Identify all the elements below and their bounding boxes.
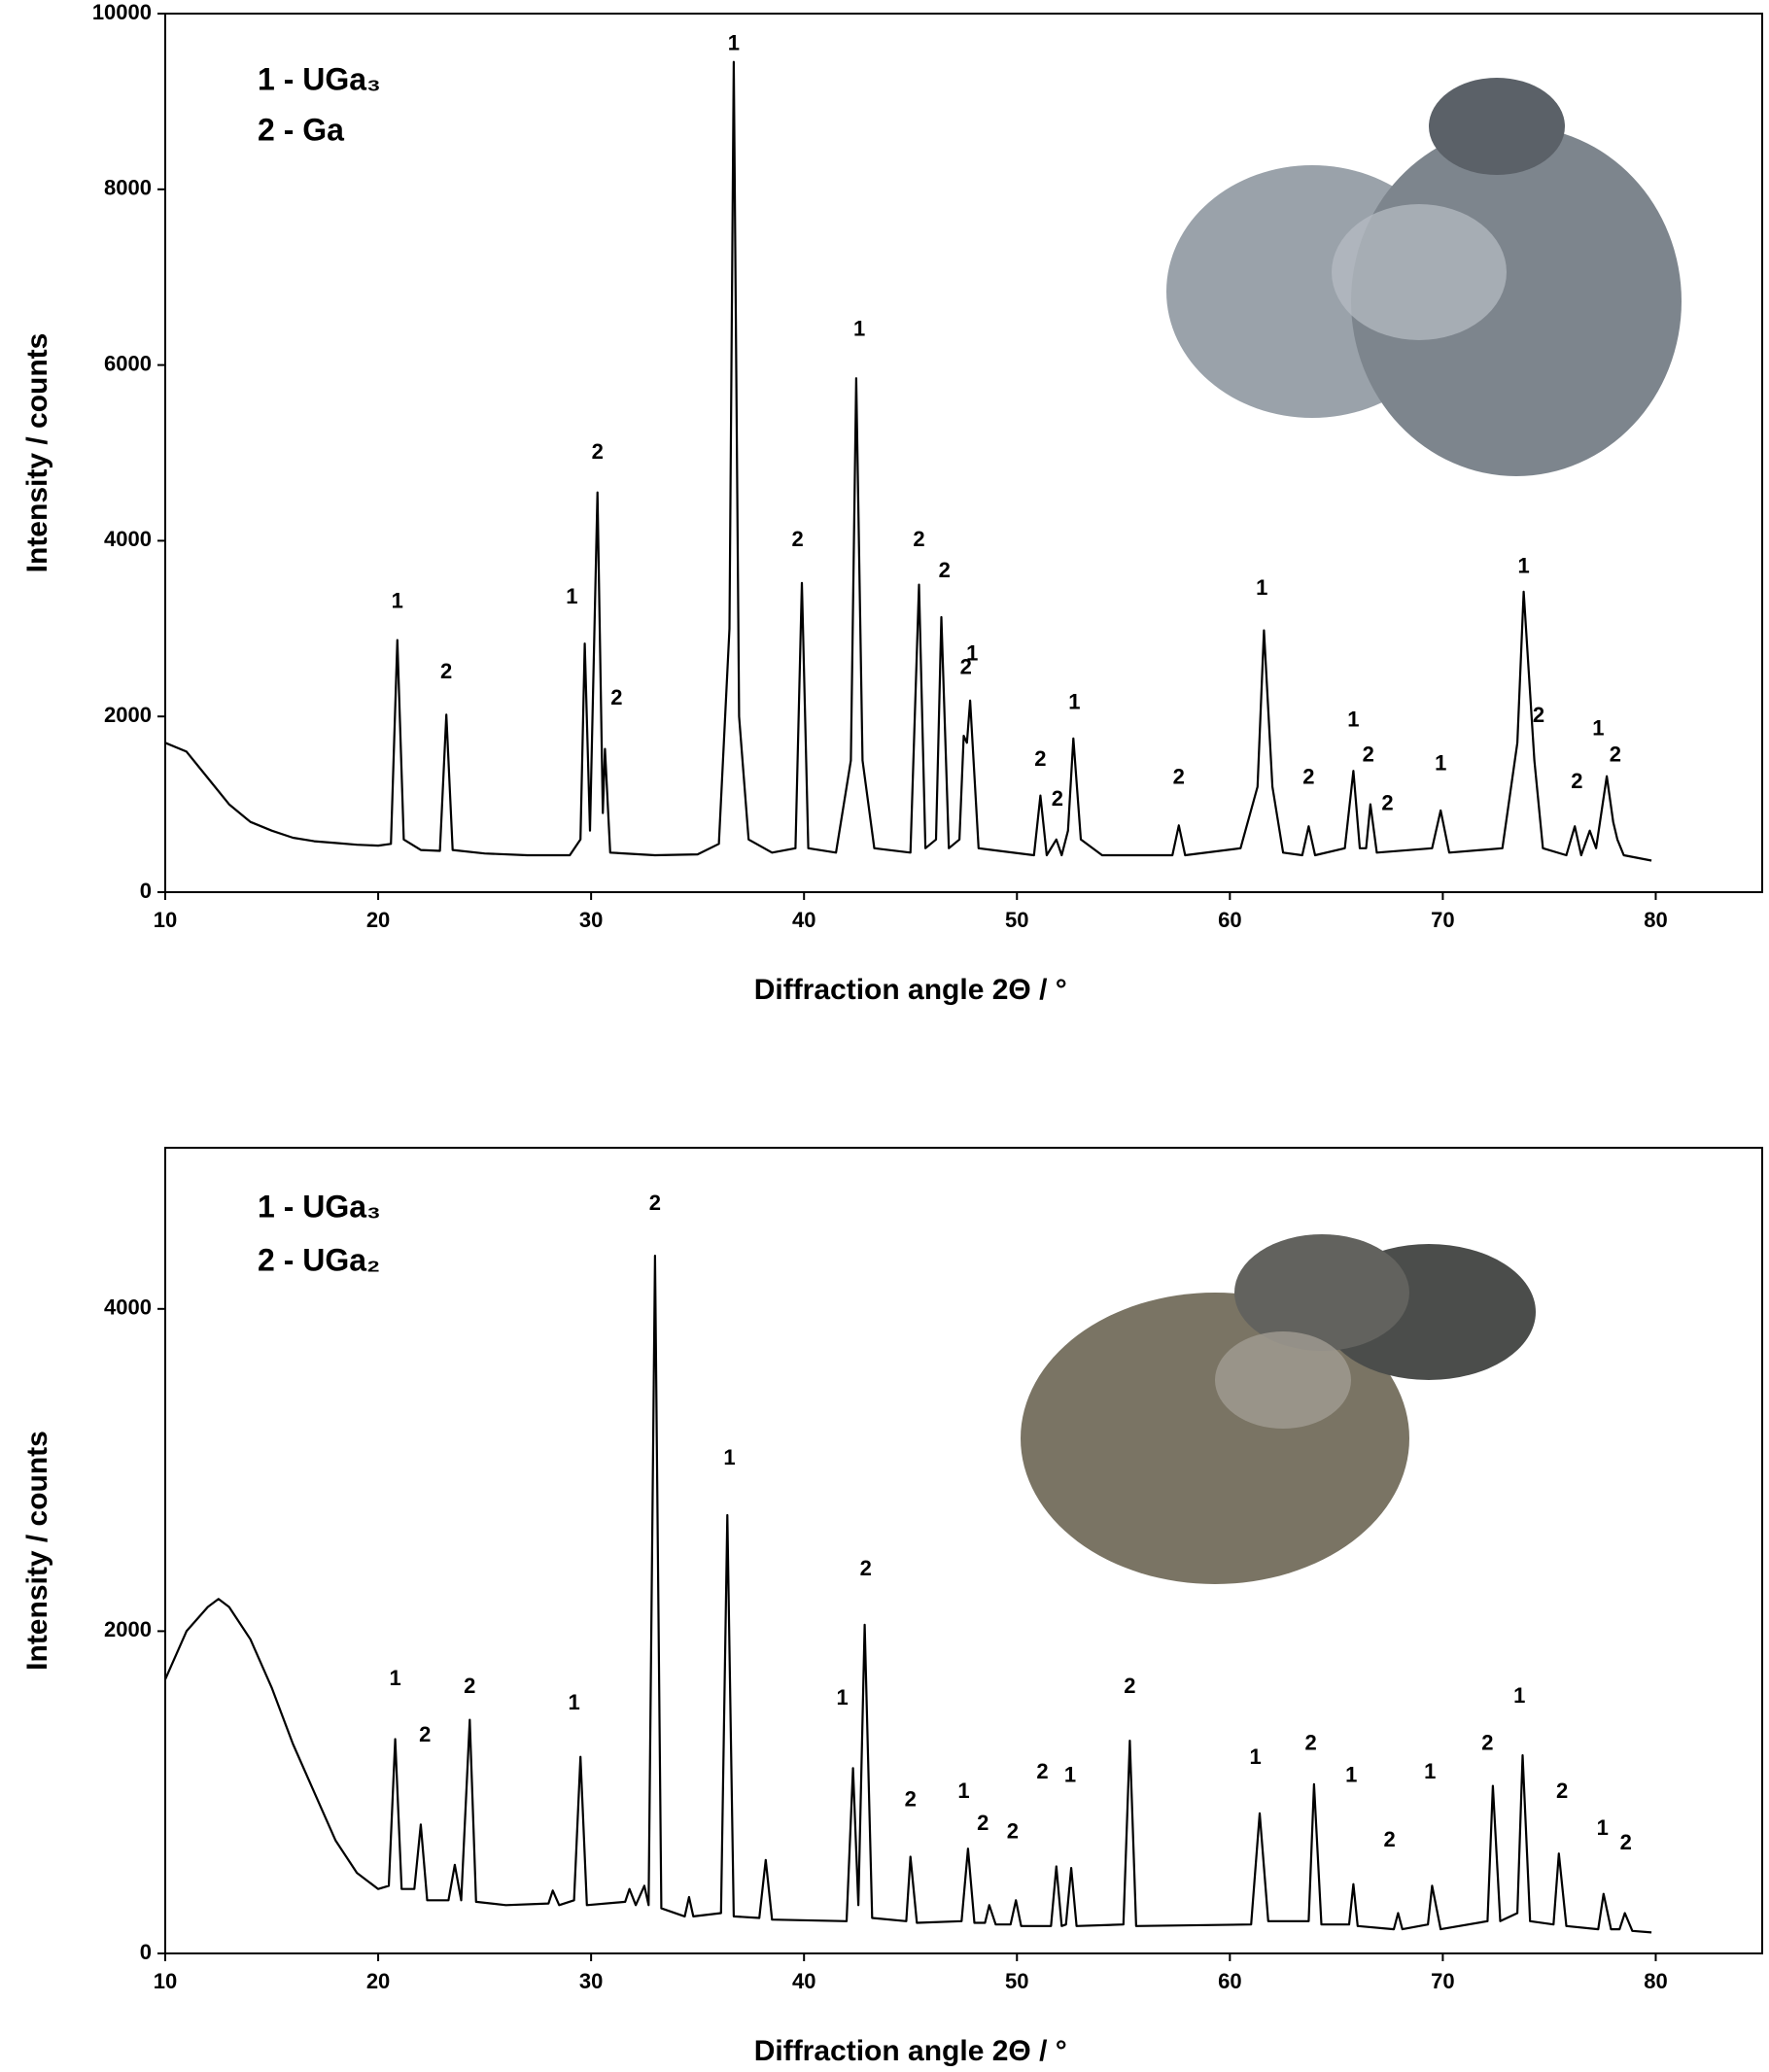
x-tick-label: 70: [1431, 1969, 1454, 1993]
x-axis-label: Diffraction angle 2Θ / °: [754, 2035, 1067, 2067]
peak-label: 1: [1249, 1744, 1261, 1769]
peak-label: 1: [723, 1445, 735, 1469]
peak-label: 1: [1064, 1762, 1076, 1786]
peak-label: 2: [592, 439, 604, 464]
peak-label: 2: [440, 659, 452, 683]
sample-photo: [1021, 1234, 1536, 1584]
peak-label: 2: [1533, 703, 1544, 727]
peak-label: 2: [1007, 1818, 1019, 1843]
peak-label: 1: [1424, 1759, 1436, 1783]
y-tick-label: 0: [140, 879, 152, 903]
peak-label: 1: [1345, 1762, 1357, 1786]
peak-label: 1: [837, 1685, 849, 1709]
y-tick-label: 4000: [104, 1295, 152, 1320]
peak-label: 2: [1556, 1778, 1568, 1803]
y-axis-label: Intensity / counts: [21, 1431, 53, 1671]
peak-label: 2: [792, 527, 804, 551]
peak-label: 2: [1381, 790, 1393, 814]
peak-label: 1: [1068, 689, 1080, 713]
legend-entry: 2 - UGa₂: [258, 1242, 380, 1277]
x-tick-label: 10: [154, 1969, 177, 1993]
peak-label: 2: [1363, 742, 1374, 767]
legend-entry: 1 - UGa₃: [258, 1189, 381, 1224]
peak-label: 2: [1302, 764, 1314, 788]
peak-label: 2: [977, 1811, 989, 1835]
y-tick-label: 2000: [104, 1617, 152, 1641]
peak-label: 1: [1435, 751, 1446, 776]
legend-entry: 1 - UGa₃: [258, 61, 381, 96]
peak-label: 2: [860, 1556, 872, 1580]
x-tick-label: 80: [1644, 1969, 1667, 1993]
y-tick-label: 6000: [104, 351, 152, 375]
x-axis-label: Diffraction angle 2Θ / °: [754, 974, 1067, 1006]
data-line: [163, 1255, 1652, 1934]
x-tick-label: 30: [579, 908, 603, 932]
legend-entry: 2 - Ga: [258, 112, 344, 147]
peak-label: 2: [1481, 1730, 1493, 1754]
peak-label: 2: [1304, 1730, 1316, 1754]
peak-label: 1: [1597, 1815, 1609, 1840]
peak-label: 1: [957, 1778, 969, 1803]
peak-label: 2: [610, 685, 622, 709]
y-tick-label: 8000: [104, 176, 152, 200]
peak-label: 1: [392, 588, 403, 612]
peak-label: 2: [905, 1786, 917, 1811]
plot-frame: [164, 1147, 1763, 1954]
peak-label: 1: [1513, 1683, 1525, 1708]
peak-label: 2: [1124, 1674, 1135, 1698]
peak-label: 2: [1173, 764, 1185, 788]
x-tick-label: 70: [1431, 908, 1454, 932]
peak-label: 1: [566, 584, 577, 608]
peak-label: 2: [1034, 746, 1046, 771]
x-tick-label: 40: [792, 1969, 815, 1993]
peak-label: 2: [913, 527, 924, 551]
peak-label: 2: [1052, 786, 1063, 811]
x-tick-label: 60: [1218, 908, 1241, 932]
data-line: [164, 60, 1652, 862]
peak-label: 1: [568, 1690, 579, 1714]
peak-label: 1: [1256, 575, 1267, 600]
x-tick-label: 50: [1005, 908, 1028, 932]
x-tick-label: 80: [1644, 908, 1667, 932]
sample-photo: [1166, 78, 1682, 476]
peak-label: 2: [960, 654, 972, 678]
x-tick-label: 30: [579, 1969, 603, 1993]
x-tick-label: 20: [366, 908, 390, 932]
x-tick-label: 20: [366, 1969, 390, 1993]
peak-label: 1: [389, 1666, 400, 1690]
peak-label: 2: [1620, 1830, 1632, 1854]
peak-label: 1: [1518, 553, 1530, 577]
x-tick-label: 50: [1005, 1969, 1028, 1993]
peak-label: 2: [1384, 1827, 1396, 1851]
y-tick-label: 4000: [104, 527, 152, 551]
x-tick-label: 60: [1218, 1969, 1241, 1993]
peak-label: 1: [1347, 708, 1359, 732]
x-tick-label: 40: [792, 908, 815, 932]
peak-label: 1: [853, 316, 865, 340]
peak-label: 2: [939, 558, 951, 582]
peak-label: 2: [649, 1191, 661, 1215]
peak-label: 2: [419, 1722, 431, 1746]
y-tick-label: 10000: [92, 0, 152, 24]
plot-frame: [164, 13, 1763, 893]
y-tick-label: 2000: [104, 703, 152, 727]
peak-label: 2: [1610, 742, 1621, 767]
peak-label: 1: [1592, 716, 1604, 741]
peak-label: 1: [728, 30, 740, 54]
y-tick-label: 0: [140, 1940, 152, 1964]
peak-label: 2: [1571, 769, 1582, 793]
peak-label: 2: [464, 1674, 475, 1698]
peak-label: 1: [966, 641, 978, 666]
x-tick-label: 10: [154, 908, 177, 932]
peak-label: 2: [1036, 1759, 1048, 1783]
y-axis-label: Intensity / counts: [21, 333, 53, 573]
